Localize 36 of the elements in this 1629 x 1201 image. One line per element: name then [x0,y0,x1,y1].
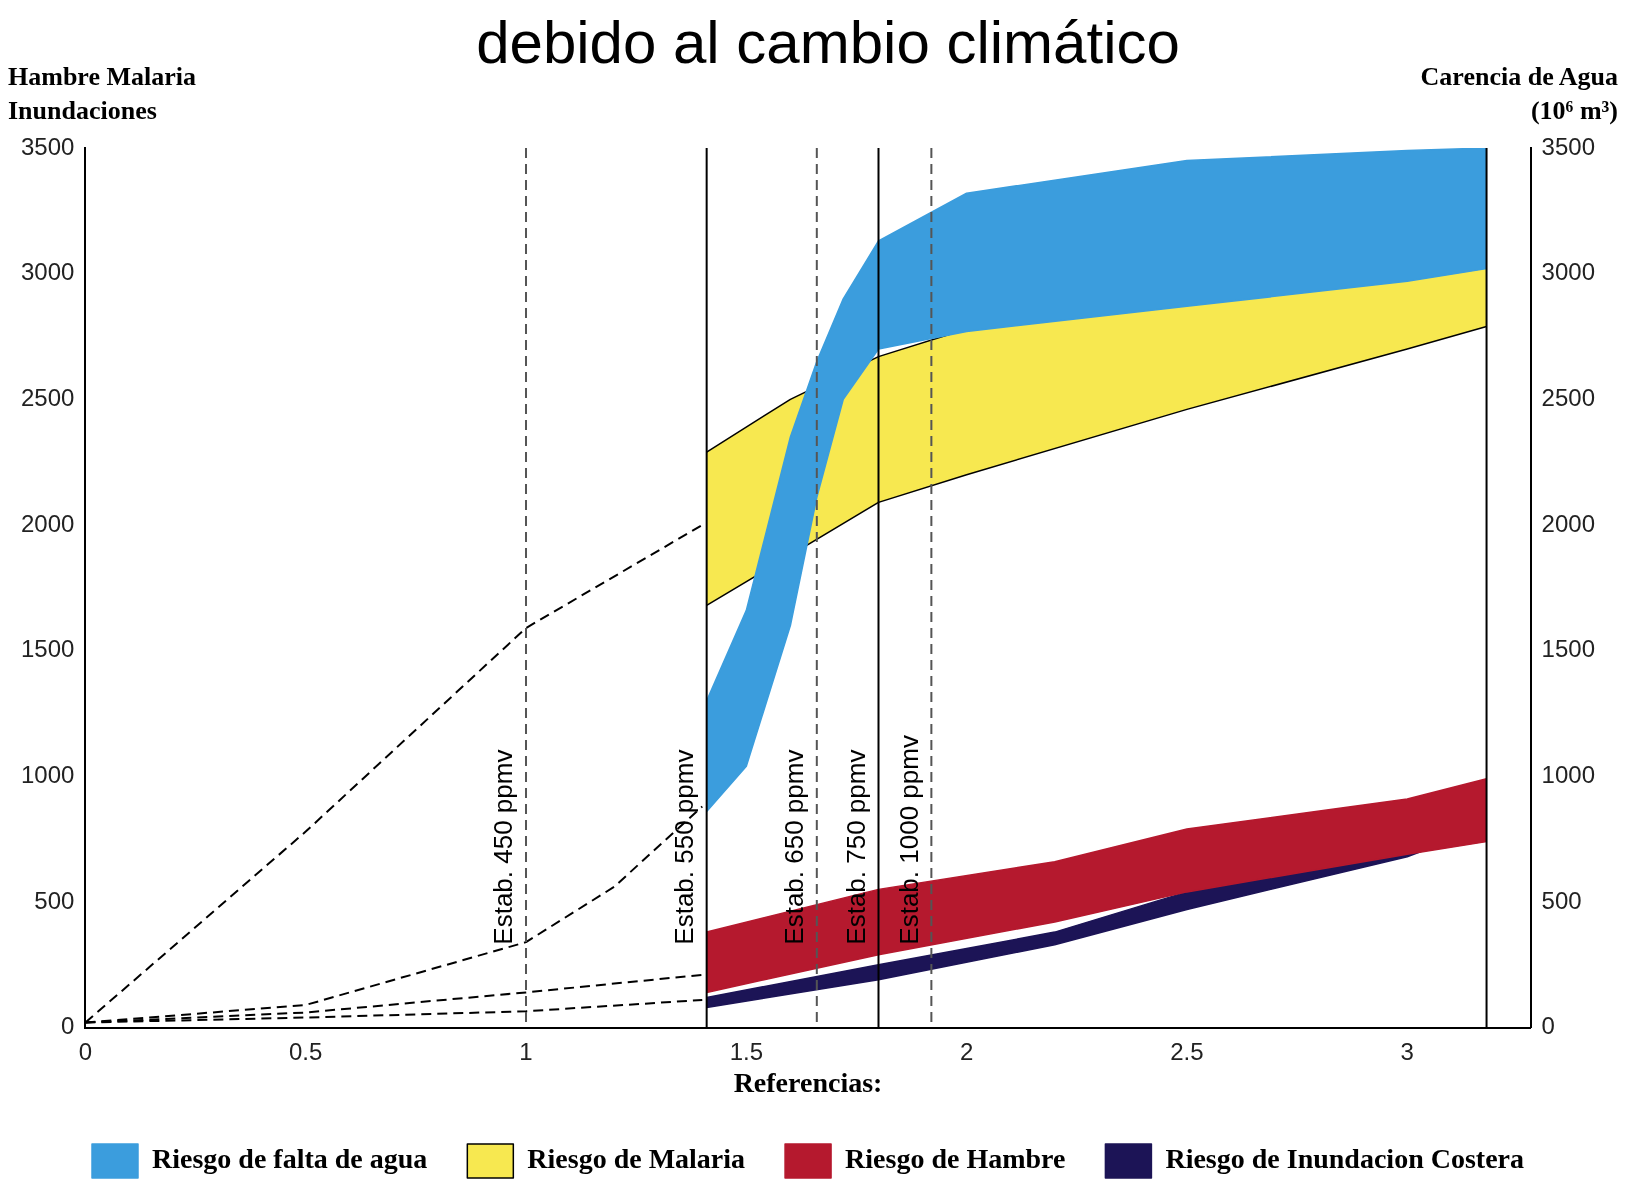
y-tick-label: 3500 [21,132,75,160]
x-tick-label: 2 [959,1037,974,1065]
x-tick-label: 2.5 [1170,1037,1204,1065]
chart-title: debido al cambio climático [476,8,1180,77]
y2-tick-label: 2500 [1541,383,1595,411]
y2-tick-label: 2000 [1541,509,1595,537]
x-tick-label: 0.5 [289,1037,323,1065]
ref-line-label: Estab. 750 ppmv [840,749,871,945]
y-tick-label: 500 [34,886,75,914]
ref-line-label: Estab. 1000 ppmv [893,735,924,945]
y2-axis-title: Carencia de Agua (10⁶ m³) [1419,61,1618,127]
y2-tick-label: 1000 [1541,760,1595,788]
y-tick-label: 3000 [21,258,75,286]
y-tick-label: 0 [61,1012,75,1040]
legend-label: Riesgo de Malaria [527,1143,746,1175]
legend-label: Riesgo de falta de agua [152,1143,428,1175]
legend-label: Riesgo de Hambre [845,1143,1066,1175]
y-tick-label: 1500 [21,635,75,663]
y-tick-label: 2500 [21,383,75,411]
y2-tick-label: 1500 [1541,635,1595,663]
x-tick-label: 1 [519,1037,533,1065]
legend-label: Riesgo de Inundacion Costera [1165,1143,1525,1175]
y-tick-label: 2000 [21,509,75,537]
y2-tick-label: 0 [1541,1012,1555,1040]
x-tick-label: 0 [78,1037,93,1065]
y-axis-title: Hambre Malaria Inundaciones [8,61,197,127]
legend-title: Referencias: [733,1066,883,1098]
y2-tick-label: 3500 [1541,132,1595,160]
ref-line-label: Estab. 650 ppmv [778,749,809,945]
x-tick-label: 1.5 [729,1037,763,1065]
x-tick-label: 3 [1400,1037,1414,1065]
y2-tick-label: 500 [1541,886,1582,914]
ref-line-label: Estab. 550 ppmv [668,749,699,945]
y2-tick-label: 3000 [1541,258,1595,286]
y-tick-label: 1000 [21,760,75,788]
ref-line-label: Estab. 450 ppmv [488,749,519,945]
